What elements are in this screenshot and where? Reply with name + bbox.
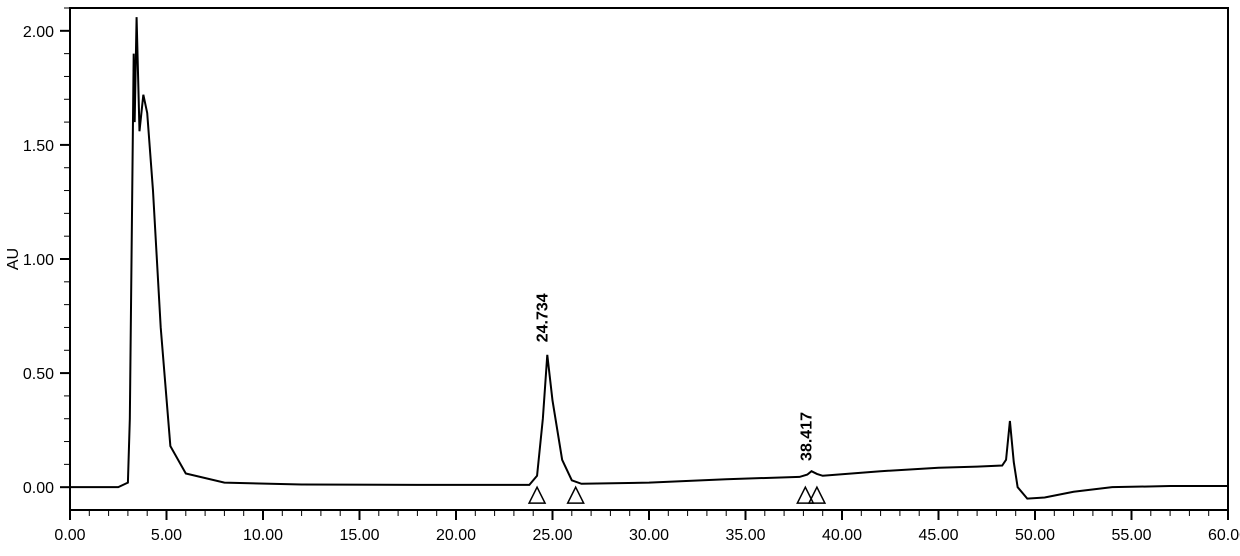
x-tick-label: 25.00 <box>532 527 572 544</box>
x-tick-label: 0.00 <box>54 527 85 544</box>
x-tick-label: 15.00 <box>339 527 379 544</box>
x-tick-label: 45.00 <box>918 527 958 544</box>
x-tick-label: 5.00 <box>151 527 182 544</box>
y-tick-label: 0.50 <box>23 366 54 383</box>
x-tick-label: 55.00 <box>1111 527 1151 544</box>
x-tick-label: 40.00 <box>822 527 862 544</box>
x-tick-label: 60.00 <box>1208 527 1240 544</box>
y-tick-label: 1.00 <box>23 252 54 269</box>
x-tick-label: 35.00 <box>725 527 765 544</box>
y-tick-label: 2.00 <box>23 24 54 41</box>
y-tick-label: 1.50 <box>23 138 54 155</box>
x-tick-label: 10.00 <box>243 527 283 544</box>
y-tick-label: 0.00 <box>23 480 54 497</box>
x-tick-label: 20.00 <box>436 527 476 544</box>
y-axis-label: AU <box>5 248 22 270</box>
chromatogram-plot: 0.00 5.00 10.00 15.00 20.00 25.00 30.00 35.00 40… <box>0 0 1240 556</box>
peak-label: 24.734 <box>534 293 551 342</box>
x-tick-label: 50.00 <box>1015 527 1055 544</box>
peak-label: 38.417 <box>798 412 815 461</box>
x-tick-label: 30.00 <box>629 527 669 544</box>
